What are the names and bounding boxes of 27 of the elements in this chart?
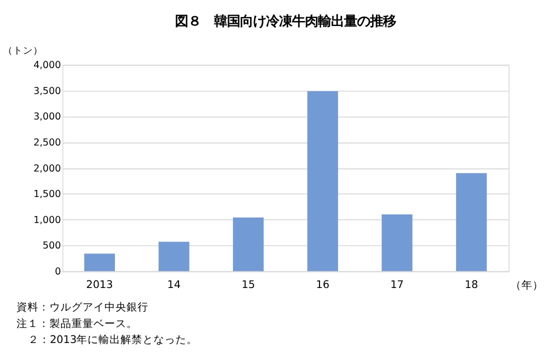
y-tick-label: 1,500	[34, 189, 61, 200]
y-tick-label: 3,500	[34, 86, 61, 97]
x-tick-label: 16	[316, 278, 330, 291]
chart-title: 図８ 韓国向け冷凍牛肉輸出量の推移	[174, 14, 396, 30]
x-tick-label: 15	[242, 278, 256, 291]
bar	[232, 217, 264, 272]
y-tick-label: 2,500	[34, 138, 61, 149]
bar	[158, 242, 190, 272]
y-tick-label: 4,000	[34, 60, 61, 72]
x-tick-label: 14	[167, 278, 181, 291]
x-tick-label: 17	[390, 278, 404, 291]
x-tick-label: 18	[464, 278, 478, 291]
x-tick-label: 2013	[86, 278, 113, 291]
x-axis-title: （年）	[510, 279, 544, 292]
bar	[382, 214, 412, 272]
y-tick-label: 1,000	[34, 214, 61, 226]
y-tick-label: 2,000	[34, 163, 61, 174]
bar	[307, 91, 338, 272]
y-tick-label: 3,000	[34, 112, 61, 123]
y-tick-label: 0	[54, 266, 61, 278]
text: 注１：製品重量ベース。	[16, 316, 138, 330]
bar	[84, 254, 115, 272]
text: ２：2013年に輸出解禁となった。	[28, 333, 198, 346]
y-tick-label: 500	[42, 240, 61, 252]
text: 資料：ウルグアイ中央銀行	[16, 300, 148, 314]
bar	[456, 173, 487, 272]
y-axis-title: （トン）	[3, 45, 44, 56]
